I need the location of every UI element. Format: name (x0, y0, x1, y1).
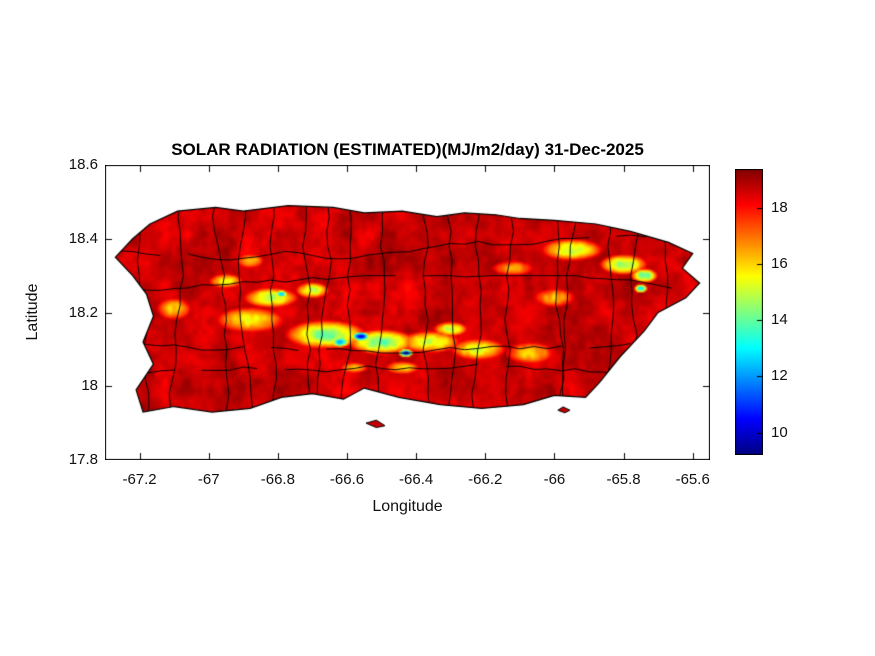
x-axis-label: Longitude (372, 498, 443, 515)
y-axis-label: Latitude (24, 283, 41, 341)
chart-title: SOLAR RADIATION (ESTIMATED)(MJ/m2/day) 3… (171, 140, 644, 159)
colorbar-tick-label: 14 (771, 311, 788, 329)
x-tick-label: -66.6 (329, 471, 365, 488)
y-tick-label: 18.4 (68, 229, 98, 247)
y-tick-label: 18 (81, 377, 98, 395)
x-tick-label: -67 (197, 471, 220, 488)
y-tick-label: 18.6 (68, 156, 98, 173)
x-tick-label: -65.6 (675, 471, 710, 488)
x-tick-label: -66.2 (468, 471, 503, 488)
colorbar-tick-label: 18 (771, 199, 788, 217)
colorbar-tick-label: 10 (771, 423, 788, 441)
x-tick-label: -67.2 (122, 471, 157, 488)
colorbar-tick-label: 12 (771, 367, 788, 385)
y-tick-label: 17.8 (68, 451, 98, 468)
colorbar (735, 169, 763, 455)
colorbar-tick-label: 16 (771, 255, 788, 273)
x-tick-label: -66.8 (260, 471, 295, 488)
heatmap-canvas (105, 165, 710, 460)
x-tick-label: -65.8 (606, 471, 641, 488)
x-tick-label: -66.4 (399, 471, 434, 488)
x-tick-label: -66 (543, 471, 566, 488)
y-tick-label: 18.2 (68, 303, 98, 321)
